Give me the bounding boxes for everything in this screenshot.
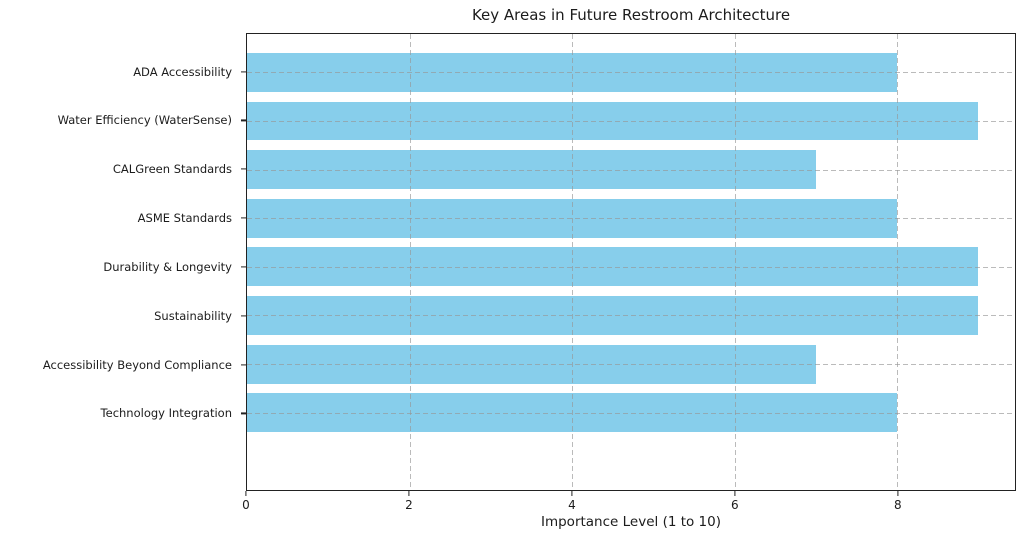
x-tick-mark bbox=[571, 491, 573, 496]
y-tick-label: Water Efficiency (WaterSense) bbox=[57, 113, 232, 128]
bar bbox=[247, 150, 816, 190]
x-tick-mark bbox=[897, 491, 899, 496]
y-tick-mark bbox=[241, 70, 246, 73]
x-tick-label: 2 bbox=[405, 498, 413, 512]
x-tick-label: 0 bbox=[242, 498, 250, 512]
y-axis-labels: ADA Accessibility Water Efficiency (Water… bbox=[0, 33, 246, 491]
bar bbox=[247, 198, 898, 238]
bars-layer bbox=[247, 34, 1015, 490]
plot-area bbox=[246, 33, 1016, 491]
y-tick-label: ADA Accessibility bbox=[133, 64, 232, 79]
x-tick-mark bbox=[245, 491, 247, 496]
y-tick-label: ASME Standards bbox=[137, 211, 232, 226]
bar bbox=[247, 247, 979, 287]
y-tick-mark bbox=[241, 168, 246, 170]
bar bbox=[247, 393, 898, 433]
y-tick-label: CALGreen Standards bbox=[112, 162, 232, 177]
bar bbox=[247, 101, 979, 141]
y-tick-label: Sustainability bbox=[154, 308, 232, 323]
bar bbox=[247, 296, 979, 335]
bar bbox=[247, 344, 816, 384]
y-tick-label: Durability & Longevity bbox=[103, 259, 232, 274]
bar bbox=[247, 52, 898, 92]
x-tick-label: 6 bbox=[731, 498, 739, 512]
x-tick-label: 8 bbox=[894, 498, 902, 512]
x-axis-label: Importance Level (1 to 10) bbox=[540, 514, 721, 530]
x-tick-mark bbox=[734, 491, 736, 496]
y-tick-mark bbox=[241, 412, 246, 414]
y-tick-label: Technology Integration bbox=[100, 406, 232, 421]
chart-title: Key Areas in Future Restroom Architectur… bbox=[471, 6, 791, 24]
x-tick-label: 4 bbox=[568, 498, 576, 512]
y-tick-mark bbox=[241, 266, 246, 268]
x-axis-ticks: 0 2 4 6 8 bbox=[242, 491, 1016, 521]
y-tick-mark bbox=[241, 363, 246, 366]
y-tick-mark bbox=[241, 119, 246, 121]
y-tick-label: Accessibility Beyond Compliance bbox=[42, 357, 232, 372]
x-tick-mark bbox=[408, 491, 410, 496]
y-tick-mark bbox=[241, 315, 246, 317]
y-tick-mark bbox=[241, 217, 246, 219]
